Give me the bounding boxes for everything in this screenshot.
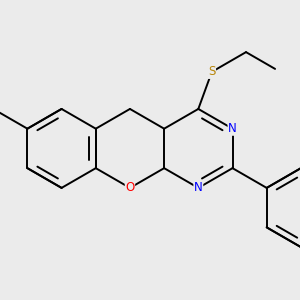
Text: N: N	[194, 182, 203, 194]
Text: N: N	[228, 122, 237, 135]
Text: S: S	[208, 65, 215, 78]
Text: O: O	[125, 182, 135, 194]
